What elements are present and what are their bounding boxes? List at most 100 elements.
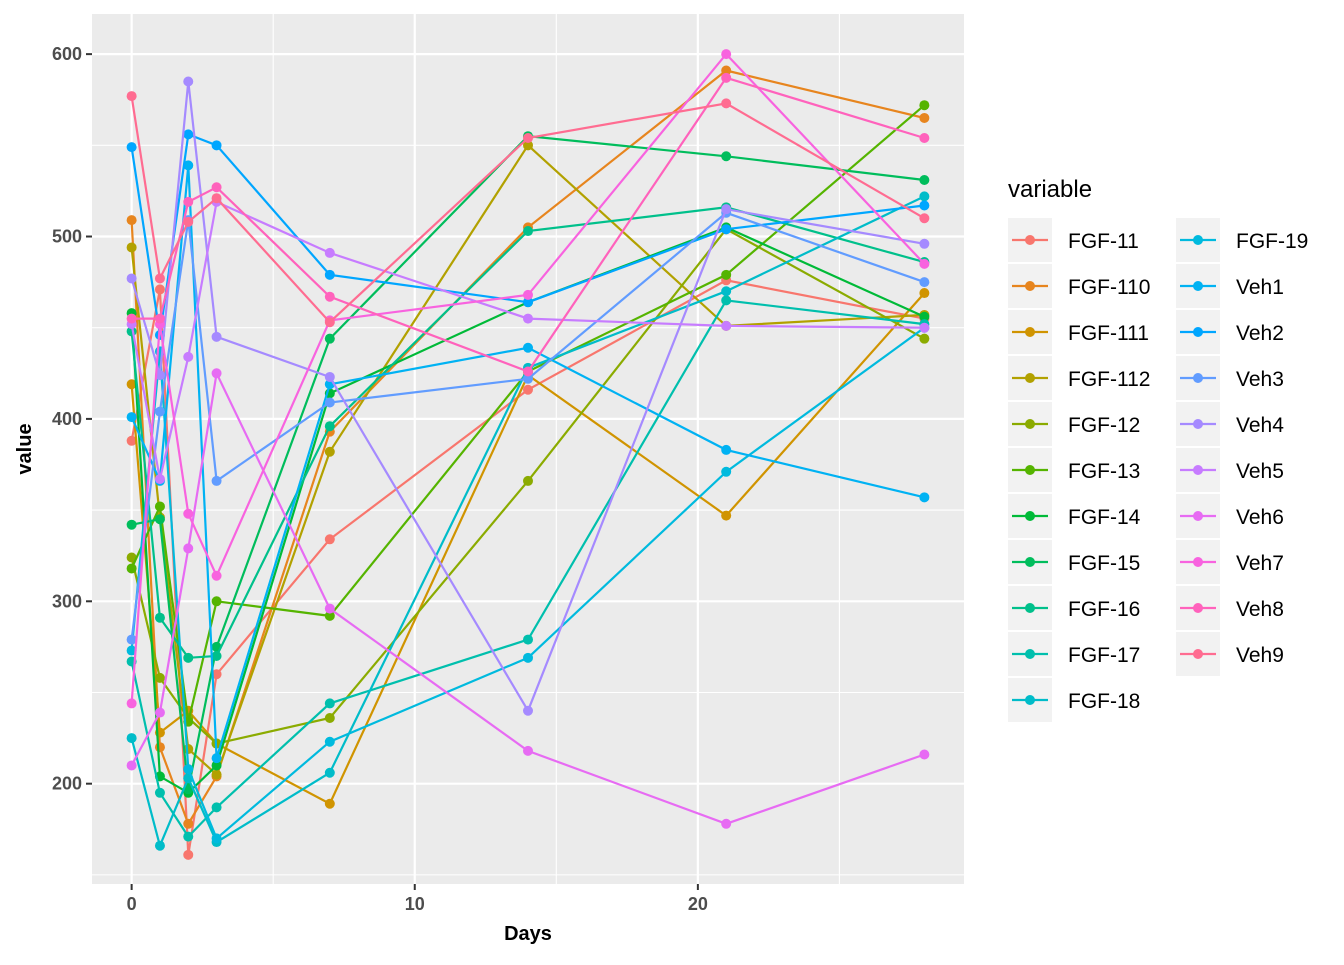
legend-item: Veh5 xyxy=(1176,448,1284,492)
data-point xyxy=(154,672,165,683)
legend-item: FGF-11 xyxy=(1008,218,1139,262)
data-point xyxy=(154,370,165,381)
data-point xyxy=(919,174,930,185)
data-point xyxy=(721,151,732,162)
legend-label: FGF-14 xyxy=(1068,506,1141,529)
legend-key-point xyxy=(1025,235,1035,245)
data-point xyxy=(126,412,137,423)
data-point xyxy=(523,133,533,144)
legend-label: FGF-12 xyxy=(1068,414,1140,437)
data-point xyxy=(154,742,165,753)
data-point xyxy=(324,371,335,382)
series-line xyxy=(130,200,925,480)
data-point xyxy=(523,634,533,645)
series-fgf-111 xyxy=(126,288,930,809)
data-point xyxy=(721,295,732,306)
data-point xyxy=(919,191,930,202)
data-point xyxy=(523,652,533,663)
series-line xyxy=(130,95,925,324)
data-point xyxy=(211,753,222,764)
data-point xyxy=(126,379,137,390)
legend-label: Veh6 xyxy=(1236,506,1284,529)
legend-key-point xyxy=(1025,419,1035,429)
y-tick-label: 200 xyxy=(52,774,82,794)
data-point xyxy=(324,317,335,328)
data-point xyxy=(721,320,732,331)
legend-label: FGF-16 xyxy=(1068,598,1140,621)
y-tick-label: 400 xyxy=(52,409,82,429)
data-series xyxy=(126,49,930,860)
legend-item: Veh1 xyxy=(1176,264,1284,308)
legend-title: variable xyxy=(1008,176,1092,203)
data-point xyxy=(211,193,222,204)
data-point xyxy=(211,368,222,379)
legend-item: FGF-18 xyxy=(1008,678,1140,722)
legend-key-point xyxy=(1025,603,1035,613)
legend-key-point xyxy=(1193,419,1203,429)
data-point xyxy=(919,200,930,211)
data-point xyxy=(721,444,732,455)
legend-item: FGF-12 xyxy=(1008,402,1140,446)
data-point xyxy=(126,313,137,324)
legend-label: FGF-111 xyxy=(1068,322,1149,345)
legend-key-point xyxy=(1193,465,1203,475)
data-point xyxy=(211,570,222,581)
legend-item: FGF-111 xyxy=(1008,310,1149,354)
data-point xyxy=(919,492,930,503)
data-point xyxy=(324,610,335,621)
legend-label: FGF-13 xyxy=(1068,460,1140,483)
data-point xyxy=(183,818,194,829)
legend-label: Veh4 xyxy=(1236,414,1284,437)
data-point xyxy=(721,204,732,215)
data-point xyxy=(211,769,222,780)
data-point xyxy=(126,760,137,771)
legend-key-point xyxy=(1193,557,1203,567)
x-tick-label: 20 xyxy=(688,894,708,914)
legend-item: FGF-13 xyxy=(1008,448,1140,492)
data-point xyxy=(919,277,930,288)
data-point xyxy=(154,707,165,718)
data-point xyxy=(183,160,194,171)
legend-item: Veh2 xyxy=(1176,310,1284,354)
data-point xyxy=(523,366,533,377)
data-point xyxy=(211,760,222,771)
data-point xyxy=(126,91,137,102)
x-tick-label: 0 xyxy=(127,894,137,914)
data-point xyxy=(126,273,137,284)
data-point xyxy=(523,313,533,324)
legend-label: FGF-11 xyxy=(1068,230,1139,253)
data-point xyxy=(211,475,222,486)
legend-item: Veh4 xyxy=(1176,402,1284,446)
data-point xyxy=(211,669,222,680)
data-point xyxy=(324,446,335,457)
legend: FGF-11 FGF-110 FGF-111 FGF-112 FGF-12 FGF-13 F… xyxy=(1008,218,1308,722)
data-point xyxy=(324,767,335,778)
legend-label: Veh2 xyxy=(1236,322,1284,345)
legend-item: Veh3 xyxy=(1176,356,1284,400)
data-point xyxy=(721,65,732,76)
legend-label: FGF-17 xyxy=(1068,644,1140,667)
series-line xyxy=(130,299,925,839)
data-point xyxy=(919,333,930,344)
data-point xyxy=(154,840,165,851)
data-point xyxy=(324,333,335,344)
data-point xyxy=(919,133,930,144)
data-point xyxy=(919,311,930,322)
data-point xyxy=(523,289,533,300)
data-point xyxy=(154,612,165,623)
data-point xyxy=(523,745,533,756)
data-point xyxy=(183,216,194,227)
legend-label: Veh1 xyxy=(1236,276,1284,299)
data-point xyxy=(324,397,335,408)
axis-ticks: 0 10 20 200 300 400 500 600 xyxy=(52,44,708,914)
series-veh4 xyxy=(126,76,930,716)
data-point xyxy=(154,787,165,798)
legend-label: Veh5 xyxy=(1236,460,1284,483)
series-line xyxy=(130,206,925,659)
data-point xyxy=(154,501,165,512)
data-point xyxy=(126,645,137,656)
data-point xyxy=(154,474,165,485)
legend-key-point xyxy=(1193,511,1203,521)
data-point xyxy=(523,705,533,716)
